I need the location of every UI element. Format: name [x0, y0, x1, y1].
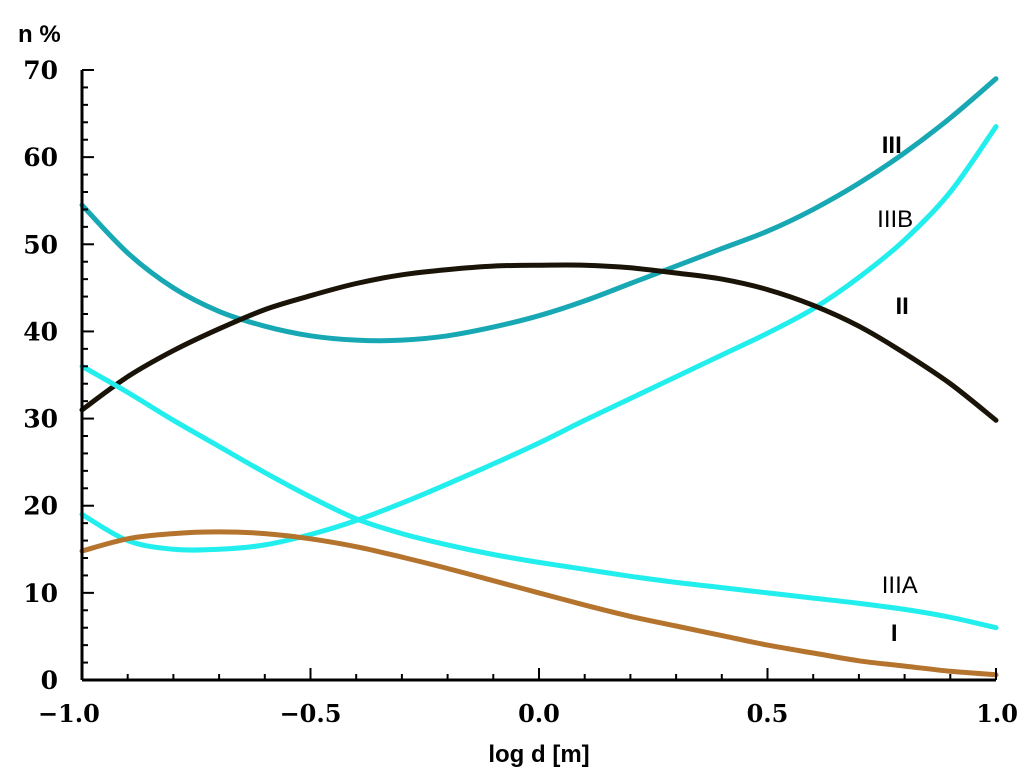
- y-tick-label: 60: [23, 143, 58, 172]
- x-tick-label: 0.5: [747, 699, 789, 728]
- series-line-iiia: [79, 363, 999, 631]
- x-tick-label: −0.5: [280, 699, 342, 728]
- series-line-ii: [79, 262, 999, 423]
- series-labels: III IIIB II IIIA I: [877, 132, 918, 647]
- y-tick-label: 20: [23, 492, 58, 521]
- tick-labels: 0 10 20 30 40 50 60 70 −1.0 −0.5 0.0 0.5 1.0: [23, 56, 1018, 728]
- y-tick-label: 30: [23, 405, 58, 434]
- y-tick-label: 70: [23, 56, 58, 85]
- axes: [80, 70, 996, 682]
- x-tick-label: 1.0: [976, 699, 1018, 728]
- series-line-iii: [79, 76, 999, 344]
- y-tick-label: 0: [41, 666, 58, 695]
- series-line-i: [79, 529, 999, 678]
- x-tick-label: 0.0: [518, 699, 560, 728]
- y-tick-label: 50: [23, 230, 58, 259]
- y-tick-label: 10: [23, 579, 58, 608]
- y-tick-label: 40: [23, 317, 58, 346]
- series-label-ii: II: [895, 293, 908, 320]
- series-label-i: I: [891, 620, 898, 647]
- series-line-iiib: [79, 124, 999, 553]
- series-label-iiib: IIIB: [877, 206, 913, 233]
- x-tick-label: −1.0: [38, 699, 100, 728]
- x-axis-label: log d [m]: [488, 741, 589, 768]
- series-label-iiia: IIIA: [882, 572, 918, 599]
- series-label-iii: III: [882, 132, 902, 159]
- plot-lines: [79, 76, 999, 678]
- y-axis-label: n %: [18, 21, 61, 48]
- ticks: [81, 69, 997, 681]
